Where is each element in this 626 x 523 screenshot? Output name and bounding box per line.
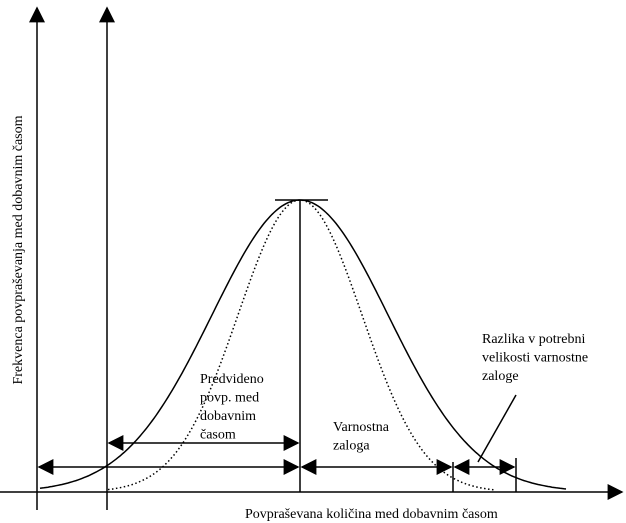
annotation-line: dobavnim	[200, 409, 256, 424]
annotation-line: povp. med	[200, 391, 259, 406]
annotation-line: Razlika v potrebni	[482, 332, 586, 347]
annotation-line: zaloge	[482, 369, 519, 384]
annotation-line: Varnostna	[333, 420, 390, 435]
annotation-line: časom	[200, 428, 236, 443]
annotation-line: velikosti varnostne	[482, 351, 588, 366]
annotation-line: zaloga	[333, 439, 370, 454]
x-label: Povpraševana količina med dobavnim časom	[245, 507, 498, 522]
y-label: Frekvenca povpraševanja med dobavnim čas…	[11, 115, 26, 384]
annotation-line: Predvideno	[200, 372, 264, 387]
leader-line	[477, 394, 517, 463]
demand-curve-narrow	[107, 199, 495, 491]
